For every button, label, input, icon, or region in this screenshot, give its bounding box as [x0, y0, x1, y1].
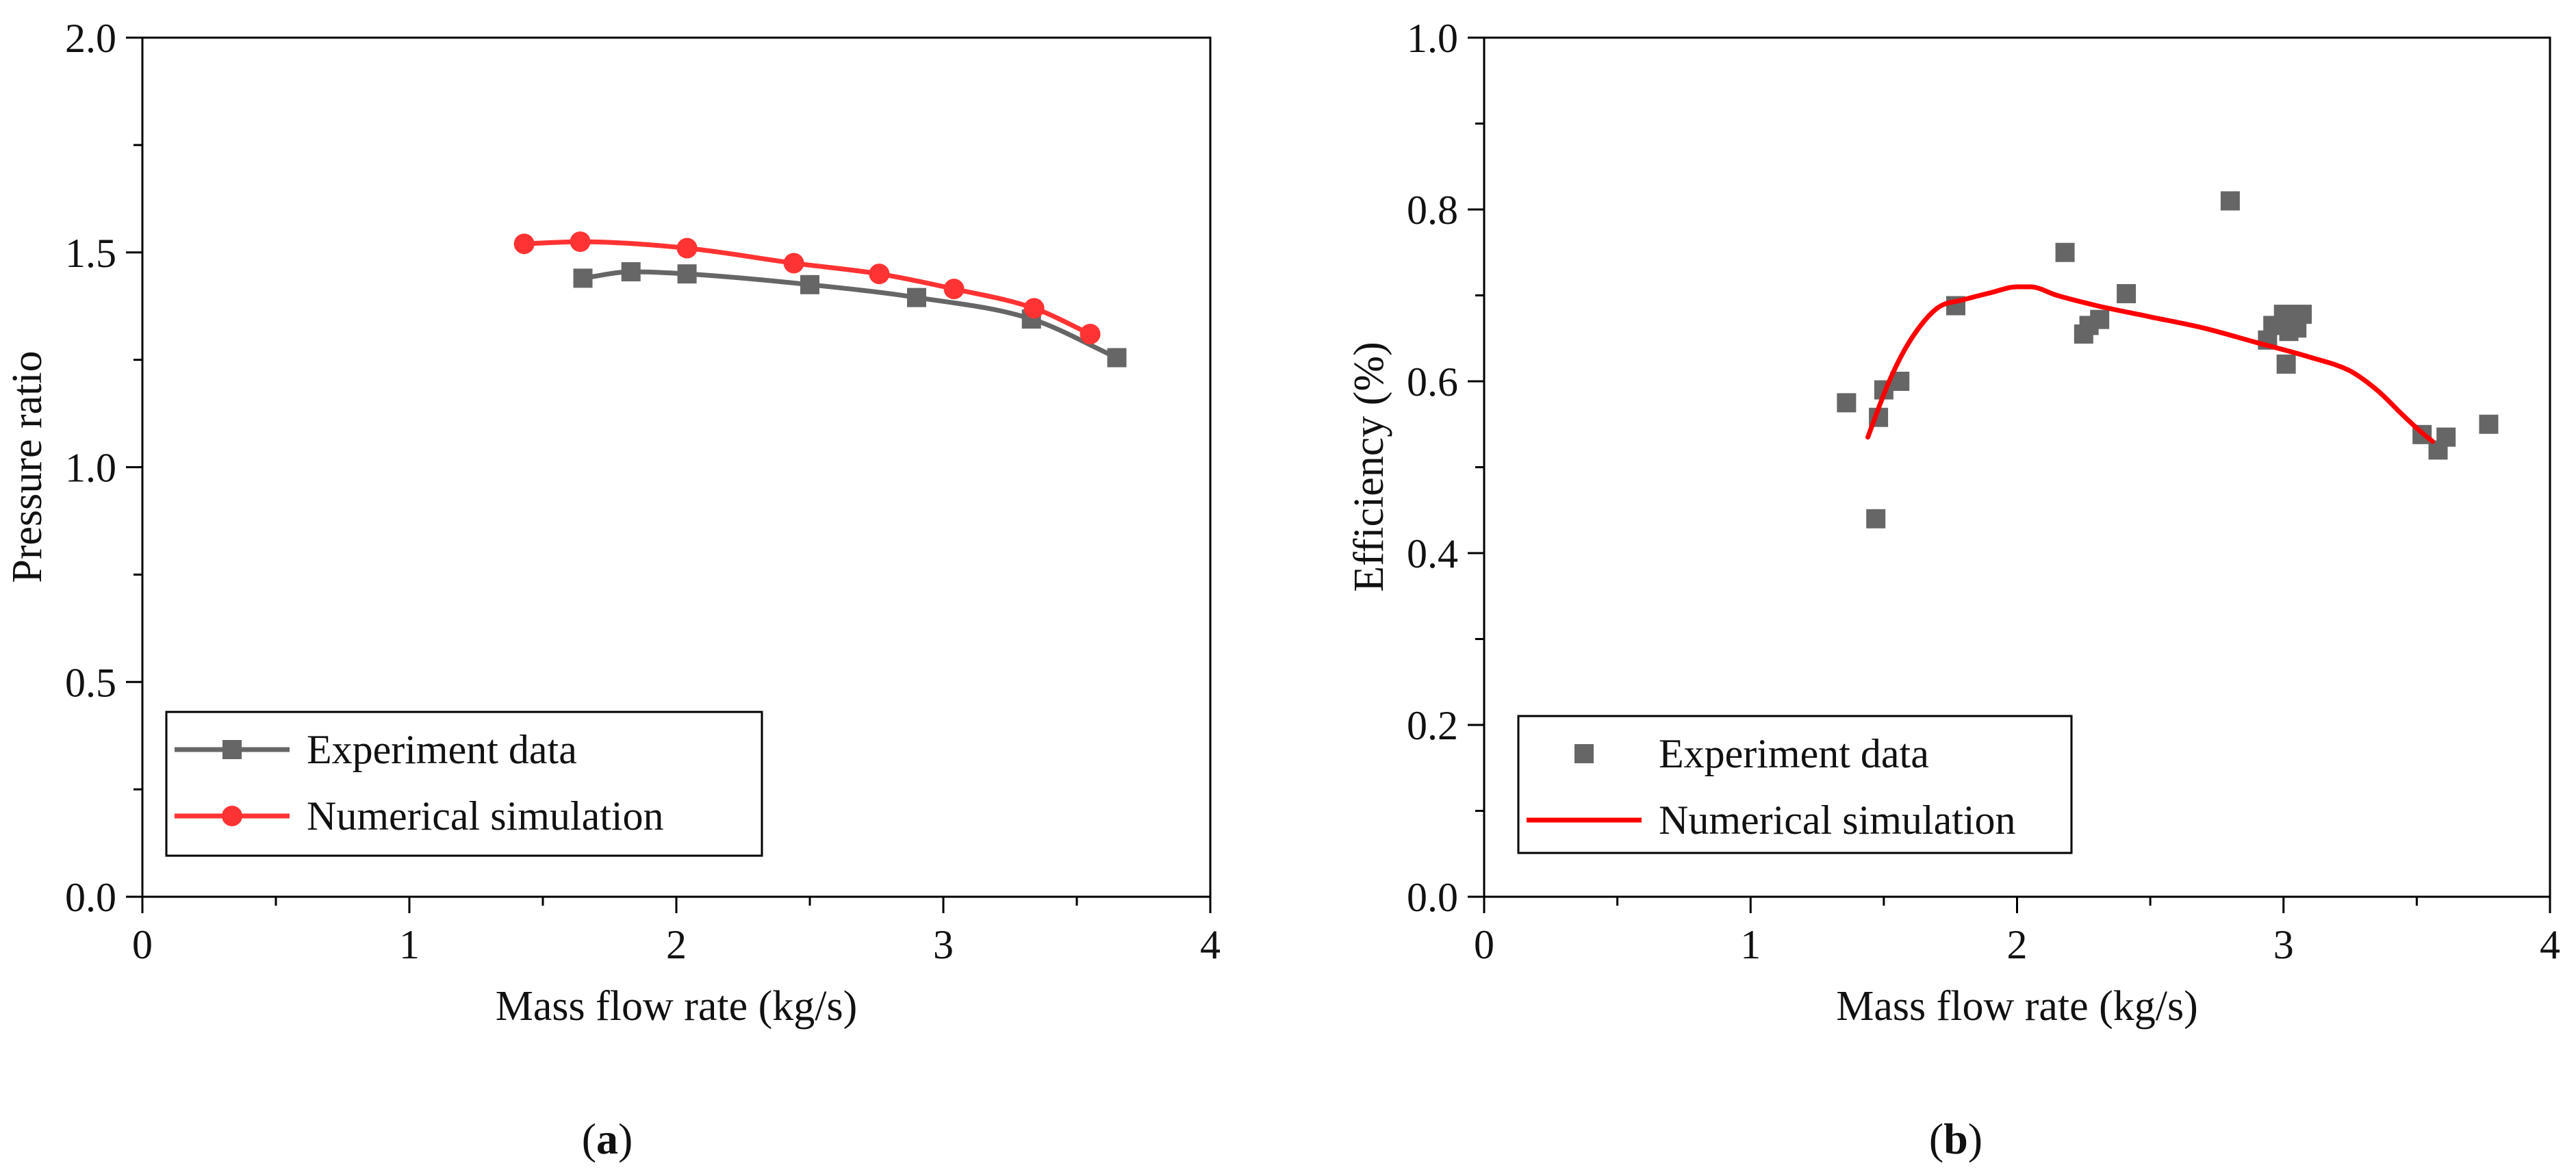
data-point — [2220, 191, 2240, 211]
panel-label: (a) — [582, 1114, 633, 1163]
y-tick-label: 1.0 — [1407, 16, 1458, 61]
data-point — [2292, 305, 2312, 324]
x-axis-title: Mass flow rate (kg/s) — [496, 983, 858, 1030]
data-point — [1023, 298, 1045, 319]
x-tick-label: 1 — [1740, 922, 1761, 967]
x-tick-label: 4 — [2540, 922, 2560, 967]
legend-marker — [222, 740, 242, 759]
x-tick-label: 2 — [2007, 922, 2028, 967]
data-point — [2055, 242, 2075, 262]
x-tick-label: 3 — [2273, 922, 2294, 967]
data-point — [573, 268, 593, 288]
legend-box — [165, 711, 763, 857]
series-experiment-data — [1837, 191, 2499, 528]
data-point — [783, 253, 804, 274]
legend-marker — [222, 806, 242, 826]
y-tick-label: 1.5 — [65, 231, 116, 276]
y-tick-label: 1.0 — [65, 446, 116, 491]
legend-label: Numerical simulation — [307, 793, 664, 839]
x-tick-label: 4 — [1200, 922, 1221, 967]
x-tick-label: 0 — [1474, 922, 1494, 967]
data-point — [1837, 393, 1857, 413]
series-line — [1865, 284, 2436, 444]
data-point — [677, 264, 697, 284]
y-tick-label: 0.4 — [1407, 531, 1458, 576]
data-point — [1107, 348, 1127, 368]
data-point — [2117, 283, 2137, 303]
y-tick-label: 0.5 — [65, 660, 116, 705]
data-point — [513, 233, 535, 255]
x-tick-label: 0 — [132, 922, 153, 967]
y-tick-label: 0.8 — [1407, 188, 1458, 233]
panel-a-pressure-ratio: 0 1 2 3 4 0.0 0.5 1.0 1.5 2.0 Mass flow rate (kg/s… — [4, 16, 1221, 1163]
legend-label: Experiment data — [1659, 731, 1929, 776]
legend-item: Numerical simulation — [1527, 797, 2016, 843]
legend-marker — [1574, 744, 1594, 763]
legend-item: Experiment data — [175, 727, 577, 772]
data-point — [907, 288, 926, 307]
y-tick-label: 0.6 — [1407, 359, 1458, 405]
x-tick-label: 2 — [666, 922, 687, 967]
data-point — [800, 275, 819, 294]
data-point — [676, 238, 698, 259]
data-point — [1080, 323, 1101, 344]
x-tick-label: 3 — [933, 922, 954, 967]
data-point — [2090, 309, 2110, 329]
legend-box — [1517, 715, 2073, 854]
series-line — [522, 239, 1093, 337]
data-point — [943, 279, 965, 300]
data-point — [1866, 509, 1886, 528]
series-numerical-simulation — [1865, 284, 2436, 444]
data-point — [2436, 427, 2456, 447]
legend-label: Numerical simulation — [1659, 797, 2016, 843]
y-tick-label: 0.0 — [65, 875, 116, 920]
y-tick-label: 0.0 — [1407, 875, 1458, 920]
data-point — [2276, 354, 2296, 374]
legend-item: Numerical simulation — [175, 793, 664, 839]
x-tick-label: 1 — [399, 922, 420, 967]
legend: Experiment data Numerical simulation — [1517, 715, 2073, 854]
legend-item: Experiment data — [1574, 731, 1929, 776]
legend: Experiment data Numerical simulation — [165, 711, 763, 857]
y-tick-label: 0.2 — [1407, 703, 1458, 748]
data-point — [570, 231, 591, 253]
y-axis-title: Efficiency (%) — [1346, 342, 1392, 592]
data-point — [621, 261, 641, 281]
legend-label: Experiment data — [307, 727, 577, 772]
series-numerical-simulation — [513, 231, 1101, 344]
panel-b-efficiency: 0 1 2 3 4 0.0 0.2 0.4 0.6 0.8 1.0 Mass flow rate (k… — [1346, 16, 2560, 1163]
y-tick-label: 2.0 — [65, 16, 116, 61]
x-axis-title: Mass flow rate (kg/s) — [1836, 983, 2198, 1030]
data-point — [869, 264, 890, 285]
y-axis-title: Pressure ratio — [4, 350, 51, 583]
panel-label: (b) — [1929, 1114, 1982, 1163]
data-point — [2479, 414, 2499, 434]
